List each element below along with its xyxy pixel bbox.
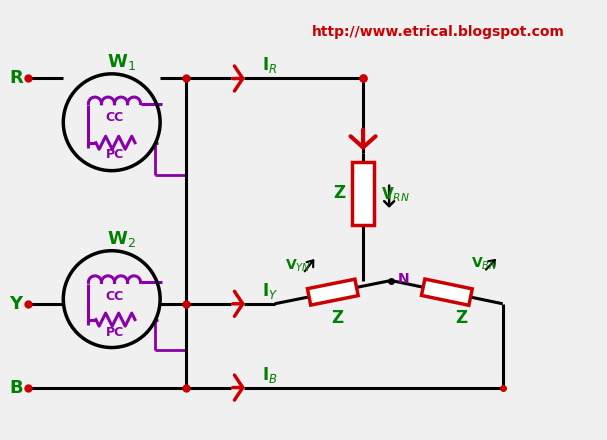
- Text: CC: CC: [106, 111, 124, 124]
- Polygon shape: [307, 279, 358, 305]
- Text: I$_R$: I$_R$: [262, 55, 277, 76]
- Text: B: B: [9, 378, 22, 396]
- Text: V$_{BN}$: V$_{BN}$: [471, 256, 497, 272]
- Text: R: R: [9, 70, 22, 88]
- Polygon shape: [421, 279, 472, 305]
- FancyBboxPatch shape: [352, 162, 375, 225]
- Text: http://www.etrical.blogspot.com: http://www.etrical.blogspot.com: [312, 25, 565, 39]
- Text: CC: CC: [106, 290, 124, 303]
- Text: PC: PC: [106, 326, 124, 339]
- Text: V$_{RN}$: V$_{RN}$: [381, 186, 410, 204]
- Text: Z: Z: [455, 309, 467, 327]
- Text: PC: PC: [106, 148, 124, 161]
- Text: W$_1$: W$_1$: [107, 52, 135, 72]
- Text: Z: Z: [331, 309, 344, 327]
- Text: W$_2$: W$_2$: [107, 229, 135, 249]
- Text: N: N: [398, 271, 409, 286]
- Text: Y: Y: [9, 295, 22, 313]
- Text: I$_Y$: I$_Y$: [262, 281, 278, 301]
- Text: Z: Z: [334, 184, 346, 202]
- Text: V$_{YN}$: V$_{YN}$: [285, 258, 310, 274]
- Text: I$_B$: I$_B$: [262, 364, 278, 385]
